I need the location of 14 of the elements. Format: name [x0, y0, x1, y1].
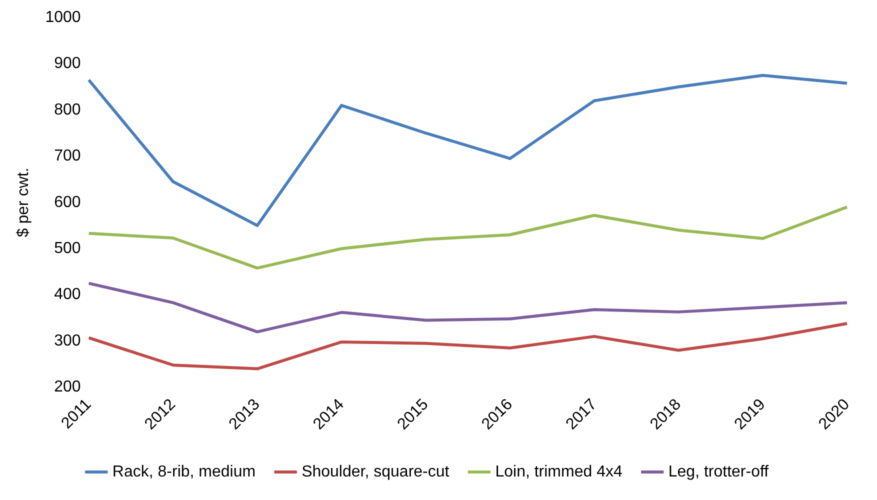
y-tick-label: 400 — [54, 286, 81, 304]
y-axis-title: $ per cwt. — [15, 168, 32, 238]
y-tick-label: 900 — [54, 55, 81, 72]
legend-label: Leg, trotter-off — [668, 463, 770, 480]
y-tick-label: 1000 — [45, 9, 81, 26]
y-tick-label: 200 — [54, 378, 81, 396]
legend-label: Loin, trimmed 4x4 — [495, 463, 622, 480]
legend-label: Rack, 8-rib, medium — [112, 463, 256, 480]
y-tick-label: 800 — [54, 101, 81, 118]
legend-label: Shoulder, square-cut — [302, 463, 450, 480]
y-tick-label: 600 — [54, 194, 81, 211]
y-tick-label: 500 — [54, 240, 81, 258]
y-tick-label: 700 — [54, 148, 81, 165]
y-tick-label: 300 — [54, 332, 81, 350]
